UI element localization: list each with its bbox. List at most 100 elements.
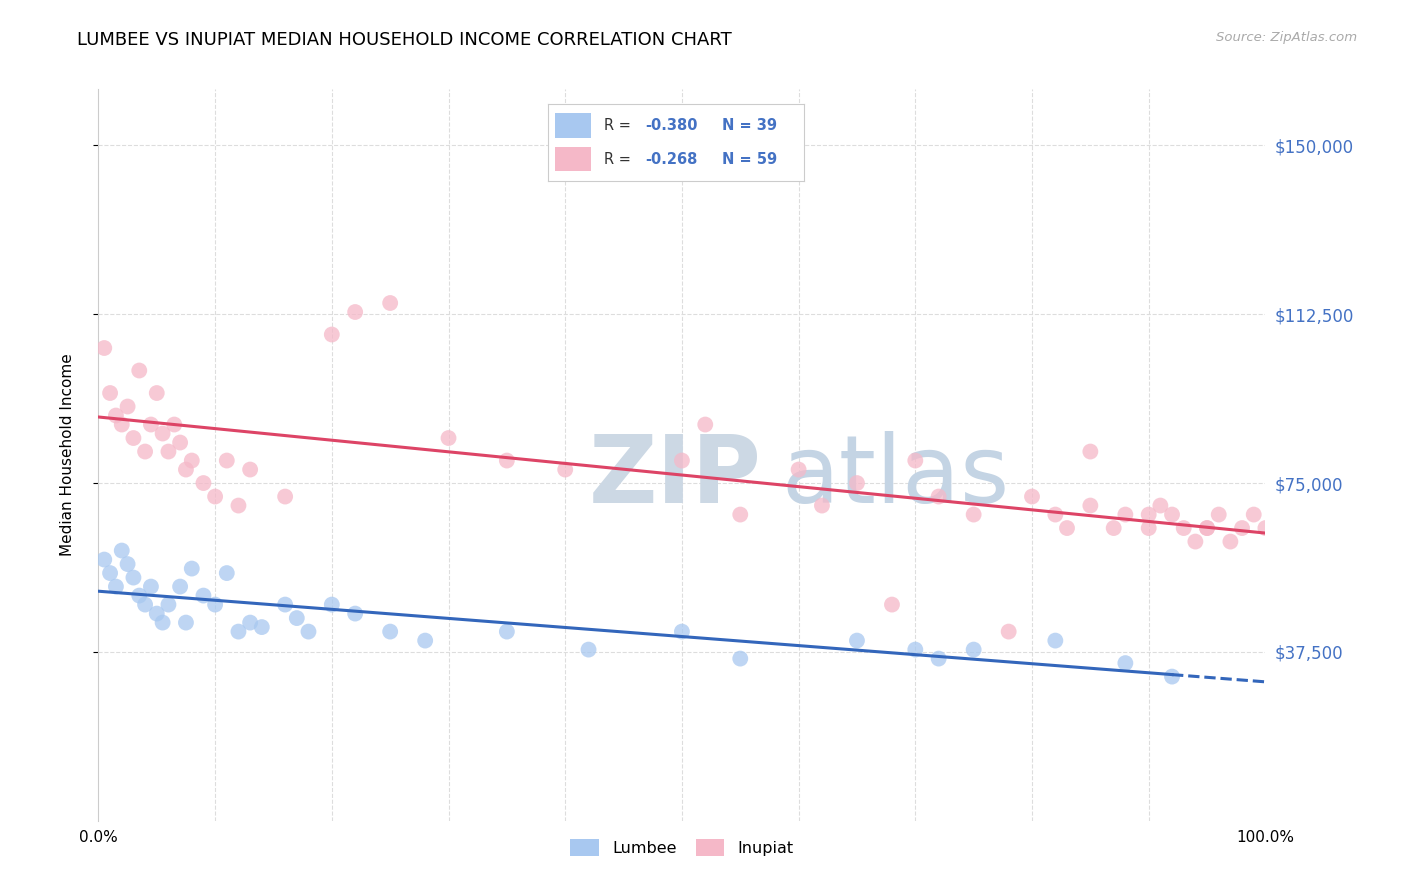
Point <box>93 552 115 566</box>
Point <box>321 327 343 342</box>
Point <box>204 598 226 612</box>
Point <box>380 624 402 639</box>
Point <box>1195 521 1218 535</box>
Point <box>730 651 752 665</box>
Point <box>139 580 162 594</box>
Text: LUMBEE VS INUPIAT MEDIAN HOUSEHOLD INCOME CORRELATION CHART: LUMBEE VS INUPIAT MEDIAN HOUSEHOLD INCOM… <box>77 31 733 49</box>
Point <box>904 453 927 467</box>
Point <box>134 444 156 458</box>
Point <box>496 624 519 639</box>
Point <box>104 409 127 423</box>
Point <box>321 598 343 612</box>
Point <box>204 490 226 504</box>
Point <box>228 624 250 639</box>
Point <box>554 462 576 476</box>
Point <box>169 580 191 594</box>
Point <box>134 598 156 612</box>
Point <box>93 341 115 355</box>
Point <box>1208 508 1230 522</box>
Point <box>128 363 150 377</box>
Point <box>671 624 693 639</box>
Point <box>193 476 215 491</box>
Text: atlas: atlas <box>782 431 1010 523</box>
Point <box>1161 508 1184 522</box>
Point <box>146 607 169 621</box>
Point <box>1219 534 1241 549</box>
Point <box>111 417 134 432</box>
Point <box>117 557 139 571</box>
Point <box>215 566 238 580</box>
Point <box>962 642 984 657</box>
Point <box>239 462 262 476</box>
Point <box>344 305 367 319</box>
Point <box>413 633 436 648</box>
Point <box>671 453 693 467</box>
Point <box>1114 656 1136 670</box>
Point <box>146 386 169 401</box>
Point <box>274 490 297 504</box>
Point <box>193 589 215 603</box>
Point <box>98 386 121 401</box>
Point <box>250 620 273 634</box>
Point <box>1184 534 1206 549</box>
Point <box>1045 508 1067 522</box>
Point <box>695 417 717 432</box>
Point <box>730 508 752 522</box>
Point <box>285 611 308 625</box>
Point <box>152 615 174 630</box>
Point <box>104 580 127 594</box>
Point <box>174 462 197 476</box>
Text: Source: ZipAtlas.com: Source: ZipAtlas.com <box>1216 31 1357 45</box>
Point <box>928 651 950 665</box>
Point <box>1080 444 1102 458</box>
Point <box>1137 521 1160 535</box>
Point <box>169 435 191 450</box>
Point <box>157 598 180 612</box>
Point <box>297 624 319 639</box>
Point <box>437 431 460 445</box>
Point <box>1173 521 1195 535</box>
Point <box>111 543 134 558</box>
Y-axis label: Median Household Income: Median Household Income <box>60 353 75 557</box>
Point <box>1137 508 1160 522</box>
Point <box>997 624 1019 639</box>
Point <box>904 642 927 657</box>
Point <box>962 508 984 522</box>
Point <box>122 431 145 445</box>
Point <box>380 296 402 310</box>
Point <box>139 417 162 432</box>
Point <box>117 400 139 414</box>
Point <box>1080 499 1102 513</box>
Point <box>174 615 197 630</box>
Point <box>215 453 238 467</box>
Point <box>1102 521 1125 535</box>
Point <box>163 417 186 432</box>
Point <box>180 561 202 575</box>
Point <box>846 633 869 648</box>
Point <box>1195 521 1218 535</box>
Point <box>274 598 297 612</box>
Point <box>928 490 950 504</box>
Point <box>1114 508 1136 522</box>
Point <box>1254 521 1277 535</box>
Point <box>228 499 250 513</box>
Point <box>846 476 869 491</box>
Point <box>787 462 810 476</box>
Point <box>1045 633 1067 648</box>
Point <box>1161 670 1184 684</box>
Point <box>1056 521 1078 535</box>
Point <box>157 444 180 458</box>
Legend: Lumbee, Inupiat: Lumbee, Inupiat <box>562 831 801 863</box>
Point <box>180 453 202 467</box>
Point <box>811 499 834 513</box>
Point <box>152 426 174 441</box>
Text: ZIP: ZIP <box>589 431 762 523</box>
Point <box>1230 521 1253 535</box>
Point <box>1149 499 1171 513</box>
Point <box>122 571 145 585</box>
Point <box>344 607 367 621</box>
Point <box>1243 508 1265 522</box>
Point <box>496 453 519 467</box>
Point <box>239 615 262 630</box>
Point <box>578 642 600 657</box>
